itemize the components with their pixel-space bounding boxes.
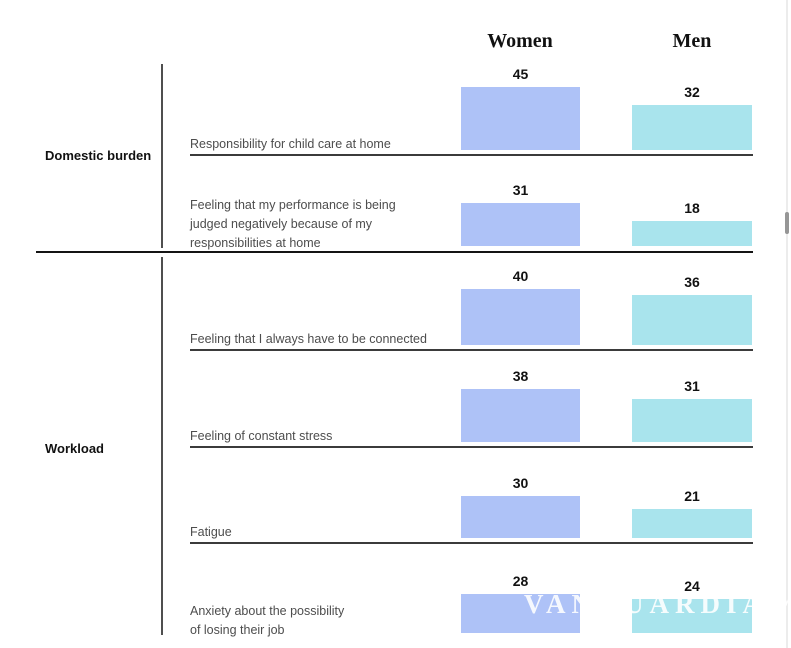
bar-women xyxy=(461,388,580,442)
row-label-child-care: Responsibility for child care at home xyxy=(190,137,391,151)
bar-men xyxy=(632,508,752,538)
section-label-domestic-burden: Domestic burden xyxy=(45,148,152,163)
section-rail-workload xyxy=(161,257,163,635)
bar-men xyxy=(632,599,752,633)
bar-women-judged-negatively: 31 xyxy=(461,182,580,246)
bar-value-label: 18 xyxy=(684,199,700,216)
bar-value-label: 24 xyxy=(684,578,700,595)
column-header-men: Men xyxy=(672,30,712,52)
section-label-workload: Workload xyxy=(45,441,104,456)
bar-women xyxy=(461,289,580,345)
bar-value-label: 38 xyxy=(512,367,529,384)
bar-value-label: 21 xyxy=(684,487,700,504)
bar-men-job-anxiety: 24 xyxy=(632,578,752,633)
bar-women-fatigue: 30 xyxy=(461,475,580,538)
bar-women-constant-stress: 38 xyxy=(461,368,580,442)
bar-value-label: 45 xyxy=(512,66,529,82)
bar-men-child-care: 32 xyxy=(632,84,752,150)
scrollbar-track xyxy=(786,0,788,648)
section-divider-line xyxy=(36,251,753,253)
row-baseline xyxy=(190,349,753,351)
section-rail-domestic-burden xyxy=(161,64,163,248)
row-label-always-connected: Feeling that I always have to be connect… xyxy=(190,332,427,346)
bar-men xyxy=(632,294,752,345)
row-label-judged-negatively: Feeling that my performance is being jud… xyxy=(190,198,396,250)
bar-value-label: 31 xyxy=(512,181,529,198)
bar-value-label: 36 xyxy=(684,273,700,290)
column-header-women: Women xyxy=(487,30,553,52)
scrollbar-thumb[interactable] xyxy=(785,212,789,234)
bar-value-label: 30 xyxy=(512,475,529,491)
bar-men-judged-negatively: 18 xyxy=(632,200,752,246)
bar-women xyxy=(461,202,580,246)
bar-men-fatigue: 21 xyxy=(632,488,752,538)
bar-men xyxy=(632,105,752,150)
bar-men xyxy=(632,398,752,442)
bar-men-constant-stress: 31 xyxy=(632,378,752,442)
row-label-job-anxiety: Anxiety about the possibility of losing … xyxy=(190,604,345,637)
bar-value-label: 32 xyxy=(684,84,700,101)
bar-value-label: 40 xyxy=(512,268,529,284)
row-label-constant-stress: Feeling of constant stress xyxy=(190,429,333,443)
bar-value-label: 28 xyxy=(512,572,529,589)
bar-men-always-connected: 36 xyxy=(632,274,752,345)
bar-women xyxy=(461,496,580,538)
bar-men xyxy=(632,220,752,246)
bar-women-job-anxiety: 28 xyxy=(461,573,580,633)
bar-women-child-care: 45 xyxy=(461,66,580,150)
row-baseline xyxy=(190,446,753,448)
bar-value-label: 31 xyxy=(684,377,700,394)
bar-women xyxy=(461,593,580,633)
row-label-fatigue: Fatigue xyxy=(190,525,232,539)
row-baseline xyxy=(190,154,753,156)
row-baseline xyxy=(190,542,753,544)
bar-women xyxy=(461,87,580,150)
bar-women-always-connected: 40 xyxy=(461,268,580,345)
